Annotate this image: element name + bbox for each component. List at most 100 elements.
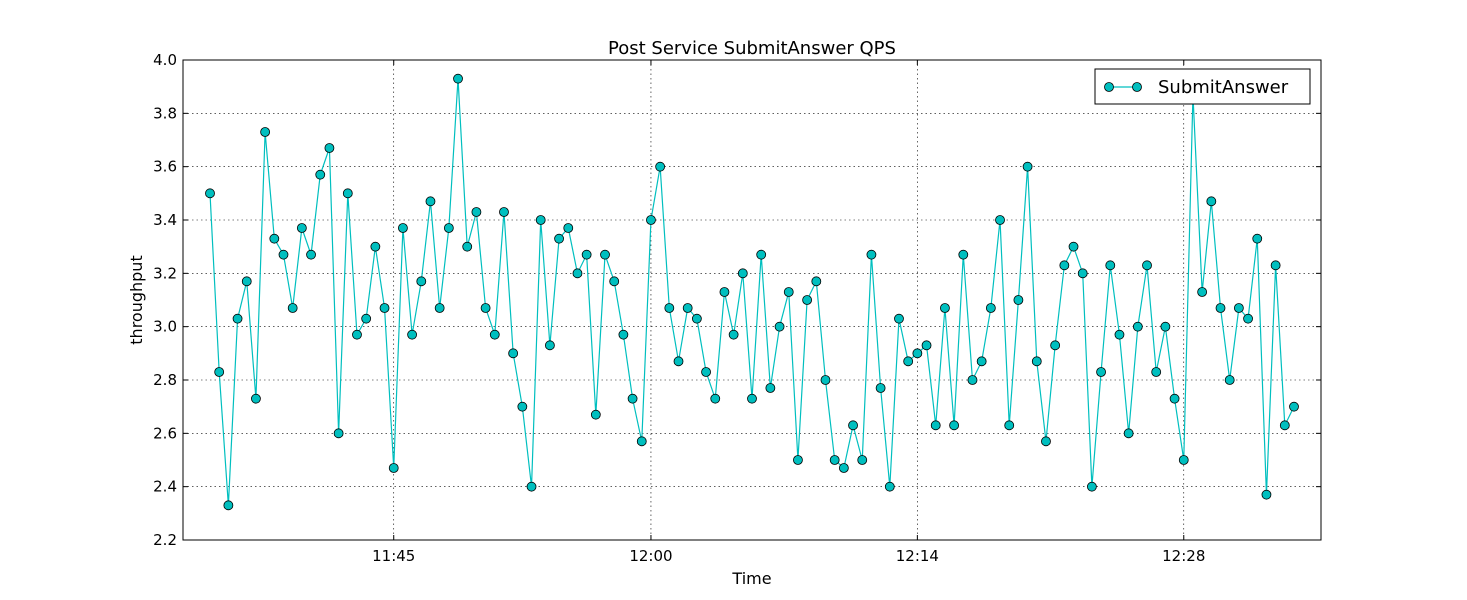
data-point xyxy=(1013,295,1024,305)
data-point xyxy=(489,329,500,340)
data-point xyxy=(398,223,408,233)
data-point xyxy=(793,455,803,465)
data-point xyxy=(416,276,427,287)
data-point xyxy=(1059,260,1070,271)
data-point xyxy=(499,207,509,217)
data-point xyxy=(232,313,243,324)
data-point xyxy=(701,367,711,377)
data-point xyxy=(480,303,491,313)
y-tick-label: 2.6 xyxy=(153,424,177,442)
y-tick-label: 3.8 xyxy=(153,104,177,122)
data-point xyxy=(324,143,335,153)
data-point xyxy=(1142,260,1152,271)
data-point xyxy=(691,313,702,324)
y-tick-label: 3.2 xyxy=(153,264,177,282)
data-point xyxy=(1261,489,1272,500)
data-point xyxy=(756,249,767,260)
data-point xyxy=(967,375,978,385)
data-point xyxy=(627,393,638,404)
data-point xyxy=(563,223,574,233)
data-point xyxy=(260,127,271,137)
data-point xyxy=(462,241,473,252)
data-point xyxy=(875,383,886,393)
y-tick-label: 3.6 xyxy=(153,158,177,176)
data-point xyxy=(269,233,280,244)
data-point xyxy=(278,249,289,260)
data-point xyxy=(407,329,418,340)
data-point xyxy=(646,215,656,225)
data-point xyxy=(379,303,390,313)
data-point xyxy=(600,249,610,260)
data-point xyxy=(682,303,693,313)
data-point xyxy=(1279,420,1290,431)
data-point xyxy=(921,340,932,351)
data-point xyxy=(765,383,776,393)
data-point xyxy=(1123,428,1134,439)
data-point xyxy=(774,321,785,332)
data-point xyxy=(866,249,877,260)
data-point xyxy=(1077,268,1088,279)
plot-frame xyxy=(182,59,1322,541)
data-point xyxy=(655,161,666,172)
data-point xyxy=(1270,260,1281,271)
data-point xyxy=(618,329,629,340)
x-tick-label: 11:45 xyxy=(372,547,415,565)
data-point xyxy=(737,268,748,279)
data-point xyxy=(1004,420,1015,431)
data-point xyxy=(471,207,482,217)
data-point xyxy=(241,276,252,287)
data-point xyxy=(664,303,675,313)
data-point xyxy=(287,303,298,313)
y-tick-label: 3.0 xyxy=(153,318,177,336)
data-point xyxy=(1243,313,1253,324)
data-point xyxy=(1031,356,1042,367)
data-point xyxy=(342,188,353,199)
data-point xyxy=(976,356,987,367)
chart-title: Post Service SubmitAnswer QPS xyxy=(608,38,896,59)
data-point xyxy=(581,249,592,260)
data-point xyxy=(912,348,923,359)
data-point xyxy=(894,313,904,324)
data-point xyxy=(1114,329,1125,340)
data-point xyxy=(1087,481,1097,492)
data-point xyxy=(1041,436,1051,447)
data-point xyxy=(710,393,721,404)
data-point xyxy=(554,233,564,244)
data-point xyxy=(333,428,344,439)
y-tick-label: 2.4 xyxy=(153,478,177,496)
data-point xyxy=(820,375,831,385)
data-point xyxy=(545,340,555,351)
data-point xyxy=(719,287,730,297)
data-point xyxy=(361,313,372,324)
data-point xyxy=(985,303,996,313)
x-tick-label: 12:14 xyxy=(896,547,939,565)
data-point xyxy=(1096,367,1106,377)
data-point xyxy=(251,393,261,404)
y-axis-label: throughput xyxy=(127,255,146,344)
data-point xyxy=(857,455,868,465)
data-point xyxy=(517,401,528,412)
data-point xyxy=(434,303,445,313)
data-point xyxy=(1105,260,1116,271)
legend-label: SubmitAnswer xyxy=(1158,77,1289,98)
data-point xyxy=(930,420,941,431)
y-tick-label: 2.2 xyxy=(153,531,177,549)
x-tick-label: 12:28 xyxy=(1162,547,1205,565)
y-tick-label: 4.0 xyxy=(153,51,177,69)
data-point xyxy=(940,303,950,313)
data-point xyxy=(590,409,601,420)
series-layer xyxy=(205,73,1299,511)
data-point xyxy=(1215,303,1226,313)
data-point xyxy=(1050,340,1061,351)
data-point xyxy=(443,223,454,233)
data-point xyxy=(783,287,794,297)
data-point xyxy=(352,329,362,340)
data-point xyxy=(829,455,840,465)
y-tick-label: 3.4 xyxy=(153,211,177,229)
data-point xyxy=(609,276,620,287)
data-point xyxy=(958,249,969,260)
data-point xyxy=(1022,161,1033,172)
data-point xyxy=(1151,367,1162,377)
data-point xyxy=(884,481,895,492)
data-point xyxy=(1197,287,1208,297)
